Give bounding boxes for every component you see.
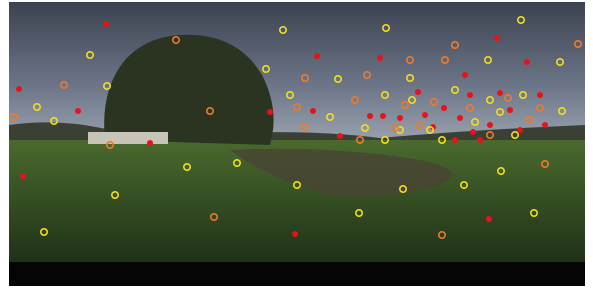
marker — [467, 92, 473, 98]
marker — [537, 92, 543, 98]
marker — [103, 21, 109, 27]
marker — [314, 53, 320, 59]
marker — [16, 86, 22, 92]
marker — [470, 129, 476, 135]
sky — [9, 2, 585, 142]
marker — [292, 231, 298, 237]
marker — [441, 105, 447, 111]
marker — [462, 72, 468, 78]
marker — [397, 115, 403, 121]
marker — [147, 140, 153, 146]
house — [88, 132, 168, 144]
marker — [367, 113, 373, 119]
panorama — [0, 0, 593, 294]
marker — [310, 108, 316, 114]
marker — [524, 59, 530, 65]
marker — [337, 133, 343, 139]
marker — [486, 216, 492, 222]
marker — [477, 137, 483, 143]
marker — [457, 115, 463, 121]
marker — [494, 35, 500, 41]
marker — [542, 122, 548, 128]
marker — [497, 90, 503, 96]
bottom-band — [9, 262, 585, 286]
page: (() => { const data = JSON.parse(documen… — [0, 0, 593, 294]
marker — [507, 107, 513, 113]
marker — [380, 113, 386, 119]
marker — [517, 127, 523, 133]
marker — [20, 173, 26, 179]
marker — [267, 109, 273, 115]
marker — [75, 108, 81, 114]
marker — [415, 89, 421, 95]
marker — [487, 122, 493, 128]
marker — [452, 137, 458, 143]
marker — [377, 55, 383, 61]
marker — [422, 112, 428, 118]
